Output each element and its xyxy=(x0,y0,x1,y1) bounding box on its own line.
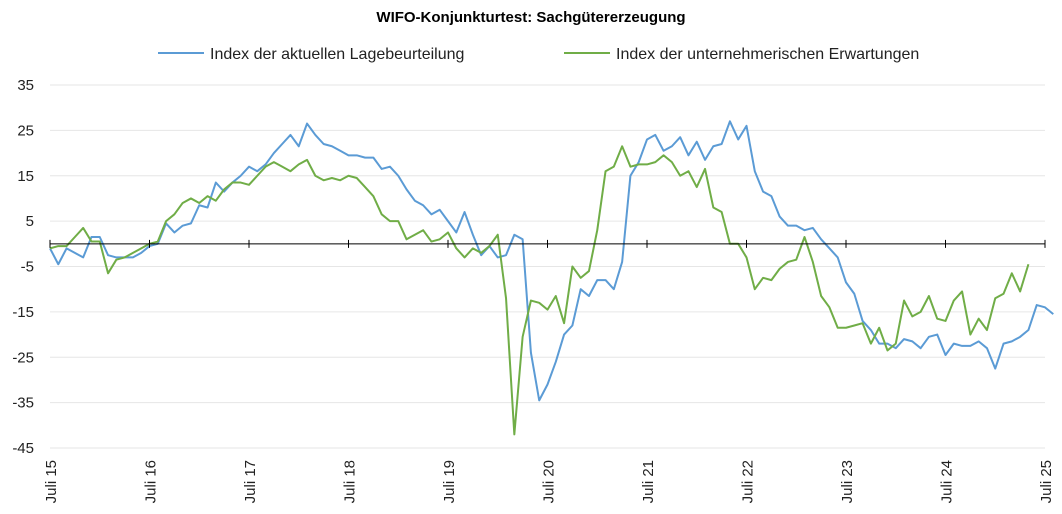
y-tick-label: -25 xyxy=(12,349,34,366)
y-tick-label: -15 xyxy=(12,304,34,321)
y-tick-label: -5 xyxy=(21,259,34,276)
y-tick-label: -45 xyxy=(12,440,34,457)
x-axis: Juli 15 Juli 16 Juli 17 Juli 18 Juli 19 Juli … xyxy=(43,239,1055,503)
x-tick-label: Juli 17 xyxy=(242,460,259,503)
y-tick-label: 25 xyxy=(17,122,34,139)
x-tick-label: Juli 25 xyxy=(1038,460,1055,503)
y-tick-label: -35 xyxy=(12,395,34,412)
x-tick-label: Juli 24 xyxy=(939,460,956,503)
x-tick-label: Juli 22 xyxy=(740,460,757,503)
x-tick-label: Juli 16 xyxy=(143,460,160,503)
legend-label-aktuelle-lage: Index der aktuellen Lagebeurteilung xyxy=(210,46,464,63)
legend: Index der aktuellen Lagebeurteilung Inde… xyxy=(158,46,919,63)
y-tick-label: 15 xyxy=(17,168,34,185)
series-line-1 xyxy=(49,145,1030,436)
x-tick-label: Juli 15 xyxy=(43,460,60,503)
y-tick-label: 35 xyxy=(17,77,34,94)
x-tick-label: Juli 20 xyxy=(541,460,558,503)
x-tick-label: Juli 23 xyxy=(839,460,856,503)
y-axis-ticks: 35 25 15 5 -5 -15 -25 -35 -45 xyxy=(12,77,34,457)
legend-label-erwartungen: Index der unternehmerischen Erwartungen xyxy=(616,46,919,63)
y-tick-label: 5 xyxy=(26,213,34,230)
x-tick-label: Juli 21 xyxy=(640,460,657,503)
series-line-0 xyxy=(49,120,1054,402)
x-tick-label: Juli 19 xyxy=(441,460,458,503)
series-lines xyxy=(49,120,1054,436)
x-tick-label: Juli 18 xyxy=(342,460,359,503)
gridlines xyxy=(50,84,1045,449)
chart-title: WIFO-Konjunkturtest: Sachgütererzeugung xyxy=(376,9,685,26)
